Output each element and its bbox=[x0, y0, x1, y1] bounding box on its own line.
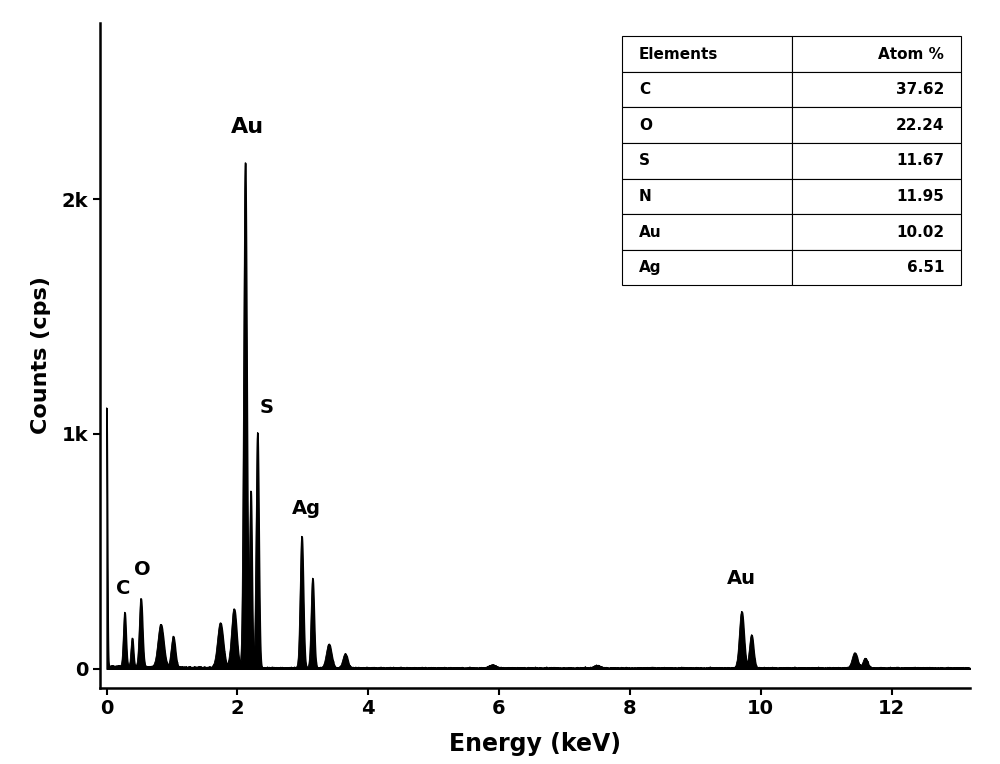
Text: Ag: Ag bbox=[292, 499, 321, 518]
X-axis label: Energy (keV): Energy (keV) bbox=[449, 733, 621, 756]
Text: Au: Au bbox=[727, 569, 756, 588]
Text: S: S bbox=[260, 398, 274, 417]
Text: Au: Au bbox=[231, 118, 264, 138]
Text: C: C bbox=[116, 578, 131, 597]
Y-axis label: Counts (cps): Counts (cps) bbox=[31, 277, 51, 434]
Text: O: O bbox=[134, 560, 151, 579]
